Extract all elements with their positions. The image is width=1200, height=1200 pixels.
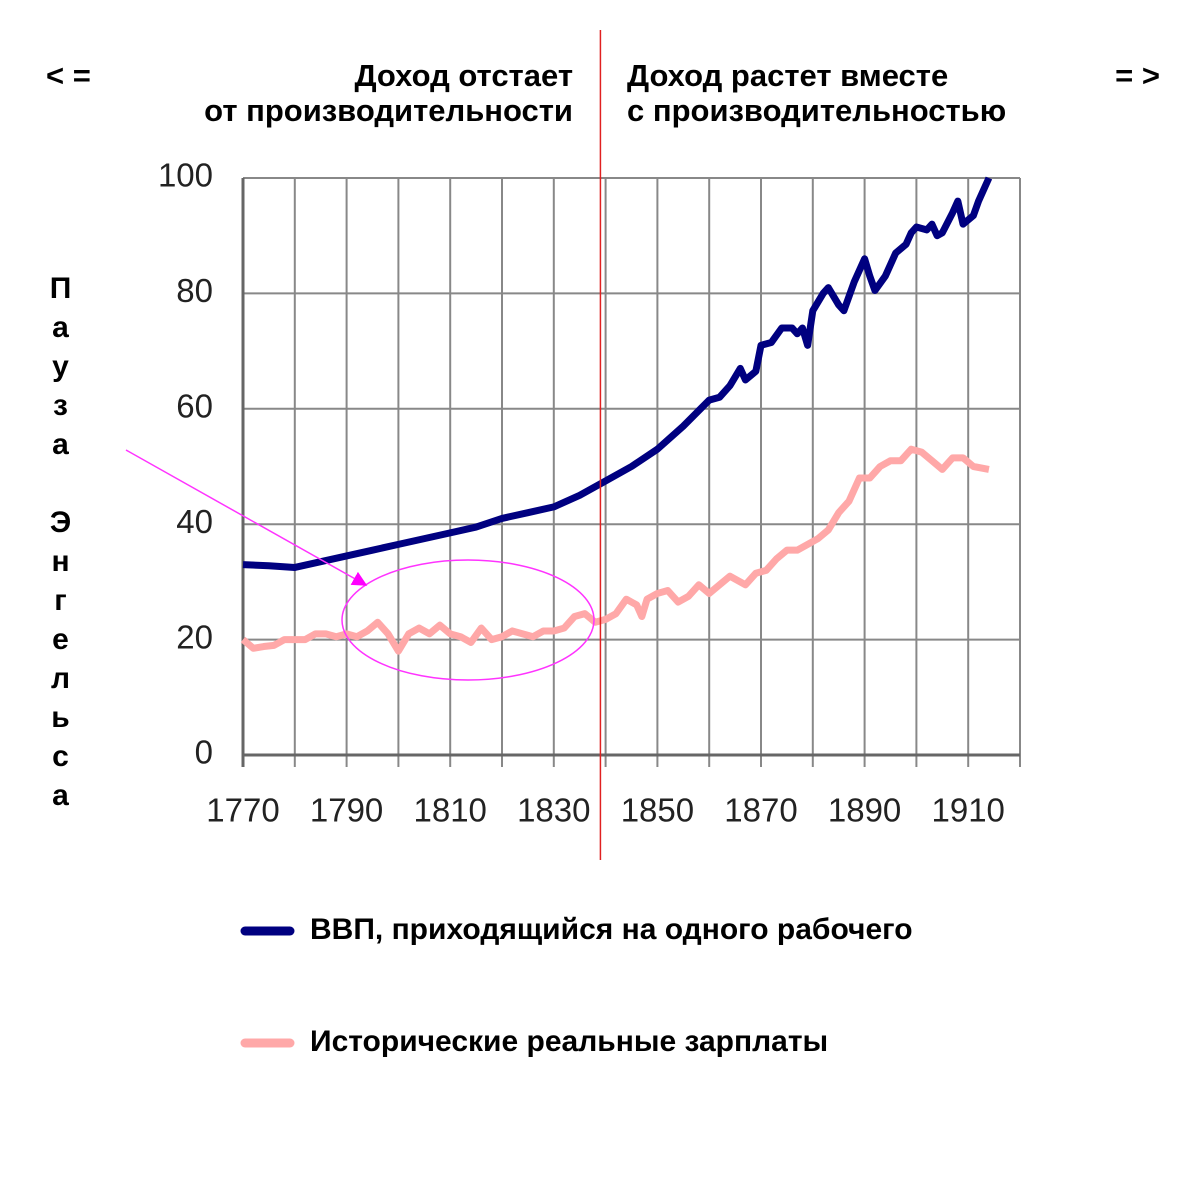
vertical-label: Пауза Энгельса — [44, 272, 77, 818]
x-tick-label: 1890 — [828, 792, 901, 829]
x-tick-label: 1830 — [517, 792, 590, 829]
x-tick-label: 1790 — [310, 792, 383, 829]
y-tick-label: 20 — [176, 618, 213, 655]
legend-label: Исторические реальные зарплаты — [310, 1025, 828, 1058]
header-left: Доход отстает — [354, 58, 573, 93]
data-line — [242, 176, 993, 571]
arrow-left: < = — [46, 58, 91, 93]
pointer-arrow — [125, 449, 368, 586]
x-tick-label: 1850 — [621, 792, 694, 829]
header-left: от производительности — [204, 93, 573, 128]
y-tick-label: 100 — [158, 157, 213, 194]
highlight-ellipse — [341, 559, 595, 681]
x-tick-label: 1910 — [931, 792, 1004, 829]
y-tick-label: 0 — [195, 734, 213, 771]
header-right: Доход растет вместе — [627, 58, 948, 93]
arrow-right: = > — [1115, 58, 1160, 93]
header-right: с производительностью — [627, 93, 1006, 128]
x-tick-label: 1770 — [206, 792, 279, 829]
data-line — [240, 445, 990, 655]
legend-label: ВВП, приходящийся на одного рабочего — [310, 913, 913, 946]
x-tick-label: 1870 — [724, 792, 797, 829]
y-tick-label: 40 — [176, 503, 213, 540]
y-tick-label: 60 — [176, 388, 213, 425]
y-tick-label: 80 — [176, 272, 213, 309]
x-tick-label: 1810 — [413, 792, 486, 829]
